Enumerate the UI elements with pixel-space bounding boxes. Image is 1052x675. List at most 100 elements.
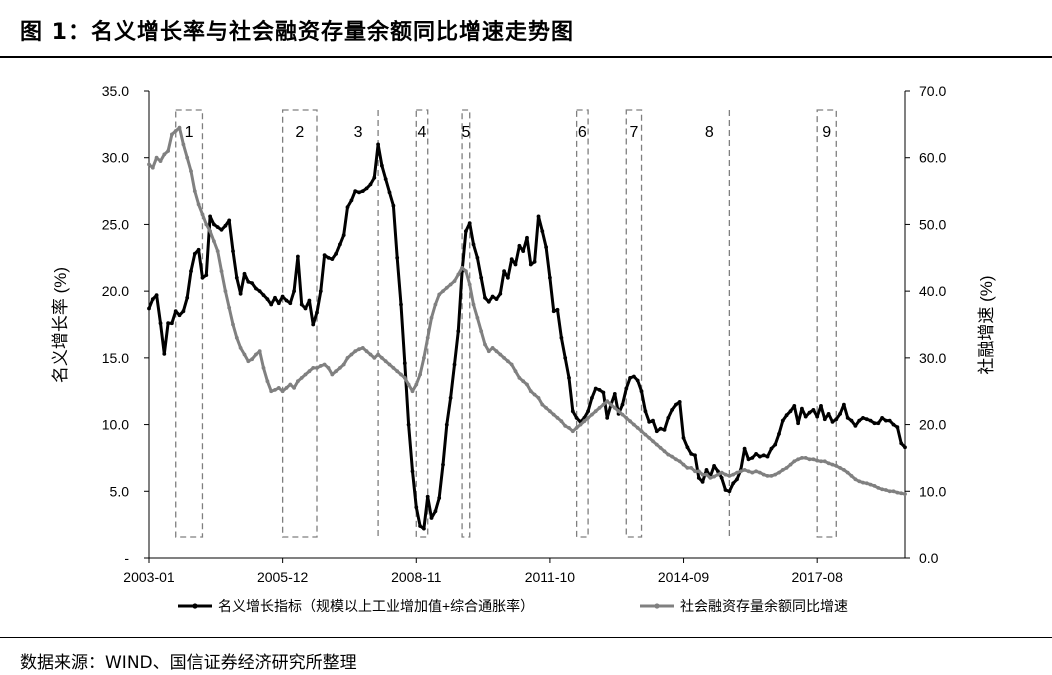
data-point-1 [334, 369, 338, 374]
data-point-1 [345, 356, 350, 360]
data-point-1 [322, 362, 327, 367]
data-point-1 [368, 352, 373, 357]
data-point-1 [376, 352, 380, 357]
data-point-1 [750, 470, 755, 475]
data-point-1 [853, 477, 858, 482]
data-point-0 [402, 361, 407, 366]
data-point-1 [540, 402, 545, 407]
data-point-0 [467, 221, 472, 226]
data-point-1 [227, 305, 232, 310]
data-point-0 [334, 251, 338, 256]
y-tick-label-left: 35.0 [102, 83, 129, 99]
data-point-0 [635, 378, 640, 383]
y-axis-label-right: 社融增速 (%) [977, 275, 996, 374]
y-tick-label-left: 25.0 [102, 216, 129, 232]
data-point-0 [872, 421, 877, 426]
data-point-0 [486, 299, 491, 304]
data-point-0 [292, 289, 296, 293]
data-point-0 [181, 309, 186, 314]
data-point-0 [372, 175, 377, 180]
data-point-0 [750, 456, 755, 460]
data-point-1 [570, 429, 575, 434]
data-point-1 [238, 346, 243, 350]
data-point-0 [360, 189, 365, 194]
data-point-0 [845, 416, 850, 420]
data-point-0 [257, 289, 262, 293]
data-point-1 [406, 382, 411, 387]
data-point-0 [838, 412, 842, 416]
data-point-1 [807, 457, 812, 462]
data-point-1 [257, 349, 262, 354]
data-point-0 [857, 418, 862, 423]
data-point-0 [513, 262, 518, 267]
event-label-4: 4 [418, 124, 427, 141]
data-point-1 [231, 322, 235, 327]
chart-title: 图 1：名义增长率与社会融资存量余额同比增速走势图 [20, 20, 574, 45]
data-point-1 [219, 269, 224, 273]
data-point-1 [303, 372, 308, 377]
data-point-0 [593, 386, 598, 391]
data-point-0 [418, 524, 422, 528]
data-point-1 [177, 125, 182, 130]
data-point-1 [483, 342, 487, 347]
data-point-0 [601, 390, 606, 395]
y-axis-label-left: 名义增长率 (%) [51, 267, 70, 383]
data-point-0 [689, 452, 694, 456]
data-point-0 [700, 480, 705, 484]
data-point-1 [735, 470, 739, 475]
data-point-0 [425, 494, 430, 499]
data-point-1 [822, 459, 827, 464]
data-point-0 [383, 177, 388, 182]
data-point-0 [696, 476, 701, 480]
title-rule [0, 56, 1052, 58]
data-point-1 [357, 347, 361, 352]
data-point-1 [471, 302, 476, 307]
data-point-1 [670, 454, 674, 459]
data-point-0 [200, 275, 205, 280]
legend-label-tsf: 社会融资存量余额同比增速 [680, 598, 848, 614]
data-point-0 [685, 445, 690, 450]
data-point-0 [215, 225, 220, 230]
data-point-1 [765, 474, 770, 478]
data-point-0 [192, 251, 197, 256]
data-point-1 [414, 382, 419, 387]
data-point-1 [204, 222, 209, 227]
data-point-0 [326, 255, 331, 260]
data-point-1 [777, 470, 781, 475]
data-point-0 [719, 476, 724, 480]
x-tick-label: 2017-08 [791, 569, 843, 585]
data-point-1 [173, 129, 178, 133]
data-point-1 [838, 466, 842, 470]
data-point-0 [464, 229, 468, 234]
data-point-1 [861, 480, 865, 485]
data-point-0 [242, 271, 247, 276]
data-point-0 [261, 293, 266, 297]
data-point-0 [238, 291, 243, 296]
data-point-0 [861, 416, 865, 420]
data-point-0 [777, 432, 781, 436]
data-point-1 [815, 458, 820, 463]
y-tick-label-right: 70.0 [919, 83, 946, 99]
data-point-0 [590, 396, 594, 400]
data-point-0 [494, 297, 499, 301]
data-point-1 [150, 165, 155, 170]
data-point-0 [899, 441, 904, 446]
data-point-0 [716, 469, 720, 474]
data-point-0 [299, 302, 304, 307]
data-point-0 [643, 409, 648, 414]
data-point-1 [269, 389, 274, 394]
data-point-1 [578, 422, 583, 427]
y-tick-label-left: 5.0 [110, 483, 130, 499]
legend-marker-nominal [192, 603, 198, 609]
data-point-0 [605, 416, 610, 420]
data-point-1 [307, 369, 312, 374]
y-tick-label-right: 40.0 [919, 283, 946, 299]
data-point-1 [212, 239, 216, 244]
data-point-0 [273, 295, 277, 300]
data-point-1 [464, 269, 468, 273]
data-point-0 [632, 374, 636, 379]
data-point-1 [479, 329, 484, 334]
data-point-1 [261, 366, 266, 370]
data-point-0 [364, 186, 369, 191]
data-point-1 [315, 366, 319, 370]
